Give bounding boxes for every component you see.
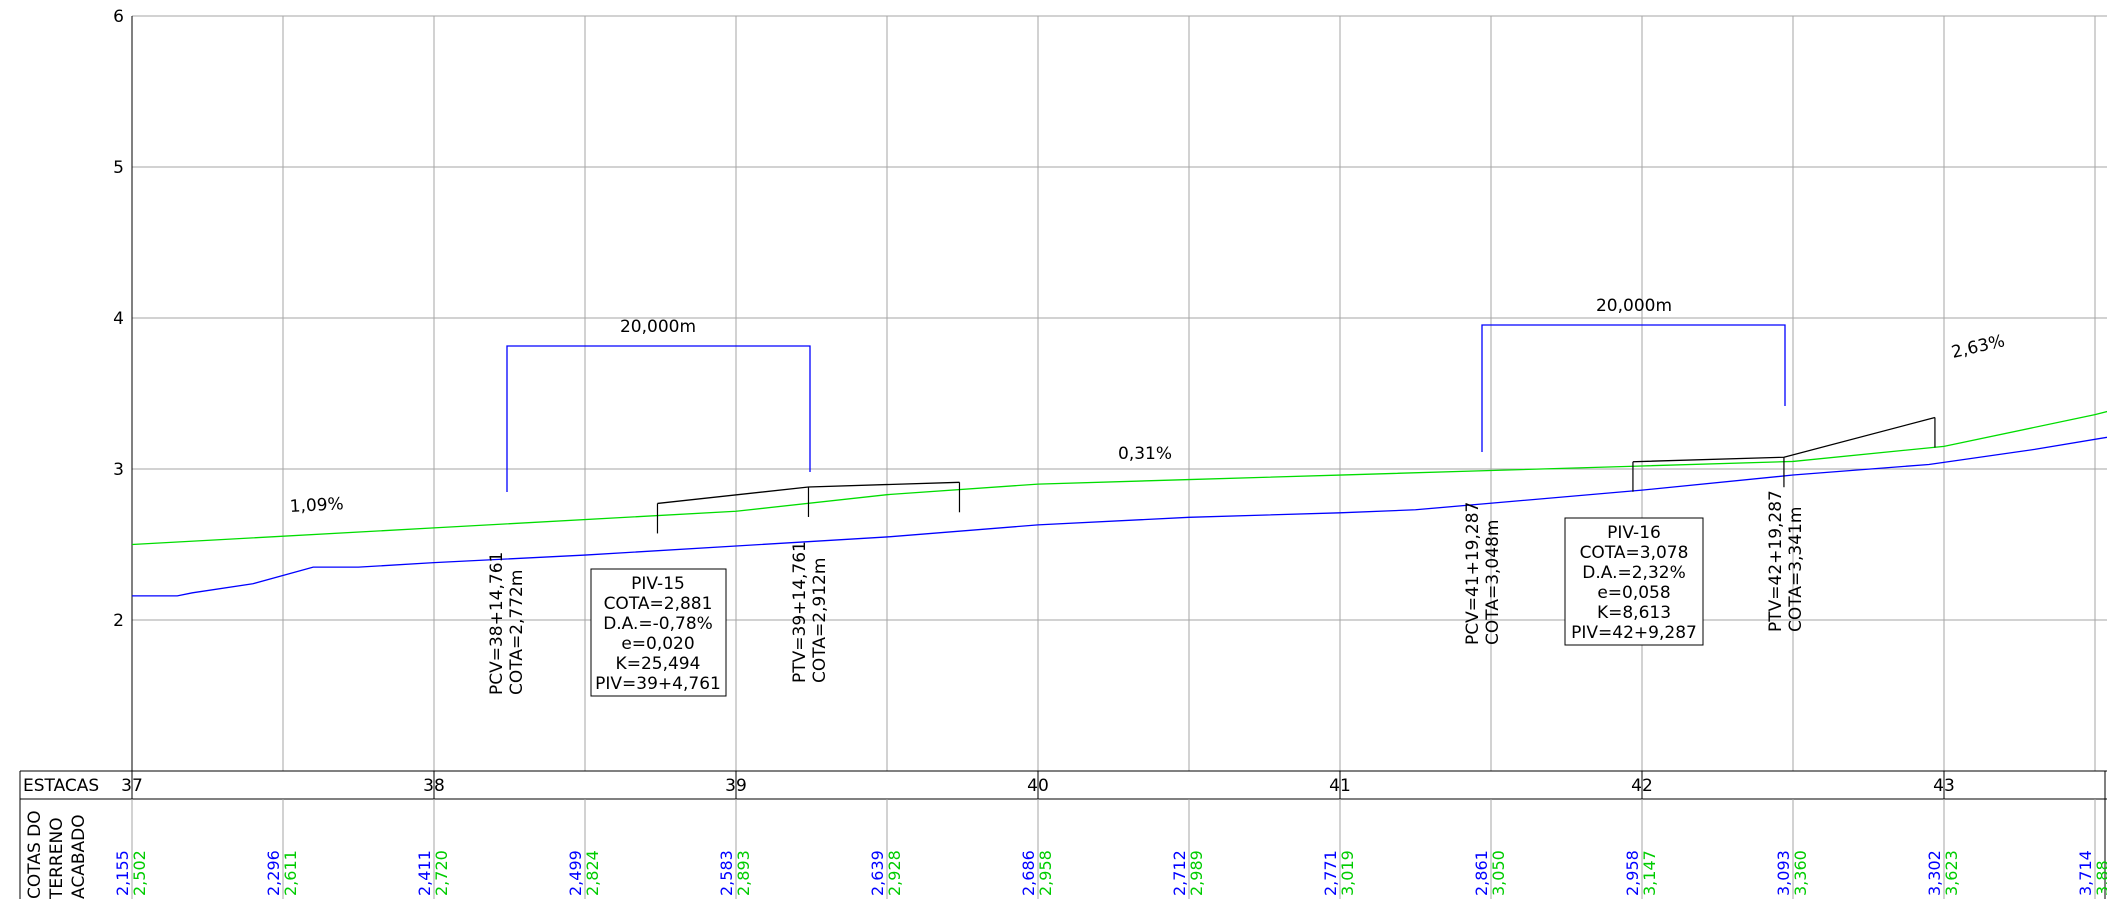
y-tick-label: 2 (113, 611, 124, 631)
terrain-value: 2,771 (1321, 850, 1340, 896)
curve-1-pcv-label: PCV=38+14,761 (487, 552, 507, 695)
curve-2-ptv-cota: COTA=3,341m (1786, 507, 1806, 632)
piv-15-title: PIV-15 (631, 574, 685, 594)
piv-16-station: PIV=42+9,287 (1571, 623, 1697, 643)
grade-label-1: 1,09% (289, 494, 344, 517)
station-label: 37 (121, 776, 143, 796)
finished-value: 2,928 (885, 850, 904, 896)
station-label: 40 (1027, 776, 1049, 796)
plot-grid (131, 15, 2107, 771)
band-label-cotas-line3: ACABADO (69, 814, 89, 899)
finished-value: 3,050 (1489, 850, 1508, 896)
terrain-value: 2,861 (1472, 850, 1491, 896)
curve-2-length: 20,000m (1596, 296, 1672, 316)
curve-1-pcv-cota: COTA=2,772m (507, 570, 527, 695)
piv-16-e: e=0,058 (1597, 583, 1670, 603)
finished-value: 3,88 (2093, 860, 2107, 896)
station-label: 42 (1631, 776, 1653, 796)
finished-value: 2,611 (281, 850, 300, 896)
band-label-cotas-line1: COTAS DO (25, 810, 45, 899)
piv-16-cota: COTA=3,078 (1580, 543, 1689, 563)
curve-2-pcv-label: PCV=41+19,287 (1463, 502, 1483, 645)
piv-15-k: K=25,494 (616, 654, 701, 674)
station-label: 41 (1329, 776, 1351, 796)
y-tick-label: 3 (113, 460, 124, 480)
band-label-estacas: ESTACAS (23, 776, 99, 796)
band-label-cotas-line2: TERRENO (47, 817, 67, 899)
piv-15-cota: COTA=2,881 (604, 594, 713, 614)
terrain-value: 2,639 (868, 850, 887, 896)
finished-value: 3,360 (1791, 850, 1810, 896)
piv-16-title: PIV-16 (1607, 523, 1661, 543)
grade-label-3: 2,63% (1950, 331, 2007, 363)
terrain-value: 2,296 (264, 850, 283, 896)
y-tick-label: 5 (113, 158, 124, 178)
finished-grade-line (131, 410, 2107, 546)
finished-value: 2,958 (1036, 850, 1055, 896)
terrain-value: 2,411 (415, 850, 434, 896)
data-band: ESTACAS COTAS DO TERRENO ACABADO (19, 770, 2107, 899)
vertical-tangent-lines (656, 416, 1936, 534)
station-label: 43 (1933, 776, 1955, 796)
piv-16-info-box: PIV-16 COTA=3,078 D.A.=2,32% e=0,058 K=8… (1564, 517, 1704, 646)
curve-1-ptv-label: PTV=39+14,761 (790, 541, 810, 683)
piv-15-da: D.A.=-0,78% (603, 614, 713, 634)
finished-value: 2,502 (130, 850, 149, 896)
finished-value: 3,019 (1338, 850, 1357, 896)
terrain-value: 3,714 (2076, 850, 2095, 896)
grade-label-2: 0,31% (1118, 444, 1172, 464)
finished-value: 3,623 (1942, 850, 1961, 896)
terrain-value: 3,093 (1774, 850, 1793, 896)
terrain-value: 3,302 (1925, 850, 1944, 896)
piv-16-da: D.A.=2,32% (1582, 563, 1685, 583)
piv-16-k: K=8,613 (1597, 603, 1671, 623)
piv-15-info-box: PIV-15 COTA=2,881 D.A.=-0,78% e=0,020 K=… (590, 568, 727, 697)
finished-value: 3,147 (1640, 850, 1659, 896)
curve-1-bracket: 20,000m (506, 317, 811, 492)
curve-1-length: 20,000m (620, 317, 696, 337)
curve-2-ptv-label: PTV=42+19,287 (1766, 490, 1786, 632)
curve-2-bracket: 20,000m (1481, 296, 1786, 452)
y-tick-label: 6 (113, 7, 124, 27)
piv-15-e: e=0,020 (621, 634, 694, 654)
terrain-value: 2,583 (717, 850, 736, 896)
tangent-polyline-2 (1632, 416, 1936, 463)
curve-2-pcv-cota: COTA=3,048m (1483, 520, 1503, 645)
station-label: 38 (423, 776, 445, 796)
station-labels: 3738394041424344 (121, 771, 1955, 799)
finished-value: 2,824 (583, 850, 602, 896)
terrain-value: 2,686 (1019, 850, 1038, 896)
finished-value: 2,989 (1187, 850, 1206, 896)
terrain-value: 2,155 (113, 850, 132, 896)
curve-1-ptv-cota: COTA=2,912m (810, 558, 830, 683)
terrain-profile-line (132, 436, 2107, 597)
terrain-value: 2,958 (1623, 850, 1642, 896)
piv-15-station: PIV=39+4,761 (595, 674, 721, 694)
finished-value: 2,893 (734, 850, 753, 896)
y-tick-label: 4 (113, 309, 124, 329)
y-axis-ticks: 6 5 4 3 2 (113, 7, 124, 631)
terrain-value: 2,499 (566, 850, 585, 896)
terrain-value: 2,712 (1170, 850, 1189, 896)
station-label: 39 (725, 776, 747, 796)
finished-value: 2,720 (432, 850, 451, 896)
